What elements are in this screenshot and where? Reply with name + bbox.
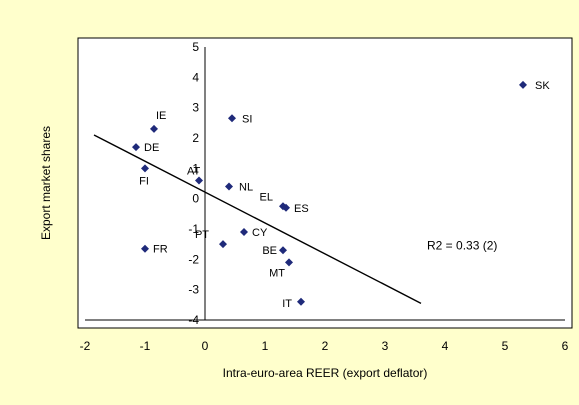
y-tick-label: 4 — [192, 70, 199, 84]
trendline — [93, 134, 422, 304]
y-tick-label: -2 — [188, 252, 199, 266]
x-tick-label: 2 — [322, 339, 329, 353]
point-label-si: SI — [242, 113, 252, 125]
y-tick-label: -4 — [188, 313, 199, 327]
data-point-it — [297, 297, 305, 306]
y-tick-label: -3 — [188, 283, 199, 297]
data-point-be — [279, 246, 287, 255]
axes — [85, 47, 565, 321]
point-label-mt: MT — [269, 267, 285, 279]
y-tick-label: -1 — [188, 222, 199, 236]
point-label-sk: SK — [535, 80, 550, 92]
x-tick-label: 6 — [562, 339, 569, 353]
point-label-ie: IE — [156, 110, 166, 122]
y-tick-label: 1 — [192, 161, 199, 175]
y-tick-label: 2 — [192, 131, 199, 145]
point-label-cy: CY — [252, 227, 268, 239]
data-point-ie — [150, 124, 158, 133]
data-point-pt — [219, 240, 227, 249]
data-point-sk — [519, 80, 527, 89]
x-tick-label: -2 — [80, 339, 91, 353]
data-point-fi — [141, 164, 149, 173]
point-label-de: DE — [144, 142, 159, 154]
y-axis-title: Export market shares — [39, 126, 53, 240]
point-label-be: BE — [262, 245, 277, 257]
point-label-fr: FR — [153, 244, 168, 256]
plot-area — [77, 37, 573, 329]
data-point-de — [132, 143, 140, 152]
point-label-it: IT — [282, 298, 292, 310]
trendline-group — [93, 134, 422, 304]
data-point-mt — [285, 258, 293, 267]
x-axis-title: Intra-euro-area REER (export deflator) — [223, 366, 428, 380]
tick-labels: -2 -1 0 1 2 3 4 5 6 -4 -3 -2 -1 0 1 2 3 4 5 — [80, 40, 569, 353]
data-point-nl — [225, 182, 233, 191]
x-tick-label: 1 — [262, 339, 269, 353]
point-label-at: AT — [187, 165, 201, 177]
x-tick-label: 5 — [502, 339, 509, 353]
data-point-es — [282, 203, 290, 212]
data-points: SK IE SI DE FI AT NL EL ES PT CY BE MT FR IT — [132, 80, 550, 310]
y-tick-label: 5 — [192, 40, 199, 54]
point-label-nl: NL — [239, 182, 253, 194]
x-tick-label: 4 — [442, 339, 449, 353]
y-tick-label: 3 — [192, 101, 199, 115]
data-point-fr — [141, 244, 149, 253]
x-tick-label: -1 — [140, 339, 151, 353]
point-label-es: ES — [294, 203, 309, 215]
data-point-at — [195, 176, 203, 185]
x-tick-label: 0 — [202, 339, 209, 353]
r-squared-annotation: R2 = 0.33 (2) — [427, 239, 497, 253]
point-label-pt: PT — [195, 229, 209, 241]
data-point-cy — [240, 228, 248, 237]
point-label-fi: FI — [139, 175, 149, 187]
data-point-si — [228, 114, 236, 123]
point-label-el: EL — [260, 191, 273, 203]
y-tick-label: 0 — [192, 192, 199, 206]
x-tick-label: 3 — [382, 339, 389, 353]
